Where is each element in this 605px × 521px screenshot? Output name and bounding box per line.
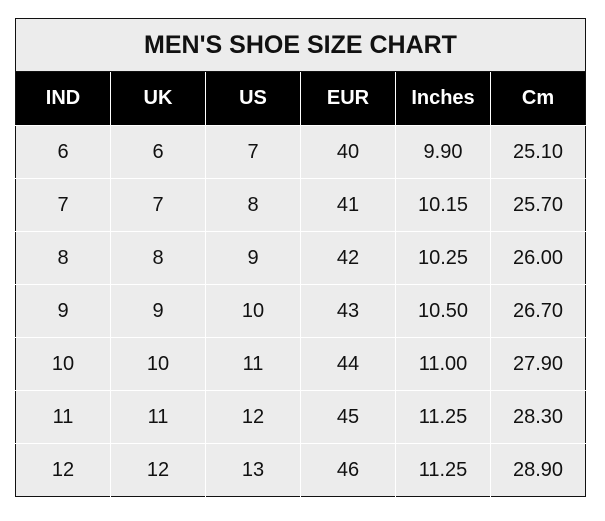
- table-cell: 10: [15, 337, 111, 391]
- table-cell: 25.10: [490, 125, 586, 179]
- table-cell: 40: [300, 125, 396, 179]
- table-cell: 13: [205, 443, 301, 497]
- table-cell: 12: [15, 443, 111, 497]
- table-title: MEN'S SHOE SIZE CHART: [15, 18, 586, 72]
- column-header-cm: Cm: [490, 71, 586, 126]
- table-cell: 11: [205, 337, 301, 391]
- table-cell: 6: [15, 125, 111, 179]
- column-header-eur: EUR: [300, 71, 396, 126]
- column-header-us: US: [205, 71, 301, 126]
- table-cell: 10.25: [395, 231, 491, 285]
- column-header-ind: IND: [15, 71, 111, 126]
- table-cell: 6: [110, 125, 206, 179]
- table-cell: 8: [205, 178, 301, 232]
- table-cell: 26.00: [490, 231, 586, 285]
- table-row: 11 11 12 45 11.25 28.30: [15, 390, 586, 444]
- table-cell: 10.50: [395, 284, 491, 338]
- table-cell: 10: [110, 337, 206, 391]
- table-body: 6 6 7 40 9.90 25.10 7 7 8 41 10.15 25.70 8 8 9 42 10.25 2…: [15, 125, 586, 497]
- table-cell: 45: [300, 390, 396, 444]
- table-cell: 8: [110, 231, 206, 285]
- column-header-uk: UK: [110, 71, 206, 126]
- table-cell: 7: [110, 178, 206, 232]
- table-cell: 43: [300, 284, 396, 338]
- table-cell: 28.30: [490, 390, 586, 444]
- table-cell: 9: [110, 284, 206, 338]
- table-cell: 26.70: [490, 284, 586, 338]
- table-cell: 11.25: [395, 443, 491, 497]
- table-cell: 11.25: [395, 390, 491, 444]
- table-cell: 8: [15, 231, 111, 285]
- table-cell: 11: [15, 390, 111, 444]
- table-cell: 9: [205, 231, 301, 285]
- table-cell: 10: [205, 284, 301, 338]
- table-cell: 42: [300, 231, 396, 285]
- table-cell: 25.70: [490, 178, 586, 232]
- table-cell: 10.15: [395, 178, 491, 232]
- table-cell: 9: [15, 284, 111, 338]
- header-row: IND UK US EUR Inches Cm: [15, 71, 586, 126]
- table-cell: 7: [15, 178, 111, 232]
- table-cell: 44: [300, 337, 396, 391]
- table-cell: 12: [205, 390, 301, 444]
- table-row: 9 9 10 43 10.50 26.70: [15, 284, 586, 338]
- table-cell: 12: [110, 443, 206, 497]
- table-cell: 27.90: [490, 337, 586, 391]
- table-cell: 7: [205, 125, 301, 179]
- table-row: 8 8 9 42 10.25 26.00: [15, 231, 586, 285]
- table-cell: 41: [300, 178, 396, 232]
- table-row: 7 7 8 41 10.15 25.70: [15, 178, 586, 232]
- shoe-size-table: MEN'S SHOE SIZE CHART IND UK US EUR Inches Cm…: [15, 18, 586, 497]
- table-cell: 11: [110, 390, 206, 444]
- table-cell: 9.90: [395, 125, 491, 179]
- table-row: 10 10 11 44 11.00 27.90: [15, 337, 586, 391]
- table-cell: 28.90: [490, 443, 586, 497]
- table-row: 6 6 7 40 9.90 25.10: [15, 125, 586, 179]
- table-cell: 11.00: [395, 337, 491, 391]
- table-row: 12 12 13 46 11.25 28.90: [15, 443, 586, 497]
- table-cell: 46: [300, 443, 396, 497]
- column-header-inches: Inches: [395, 71, 491, 126]
